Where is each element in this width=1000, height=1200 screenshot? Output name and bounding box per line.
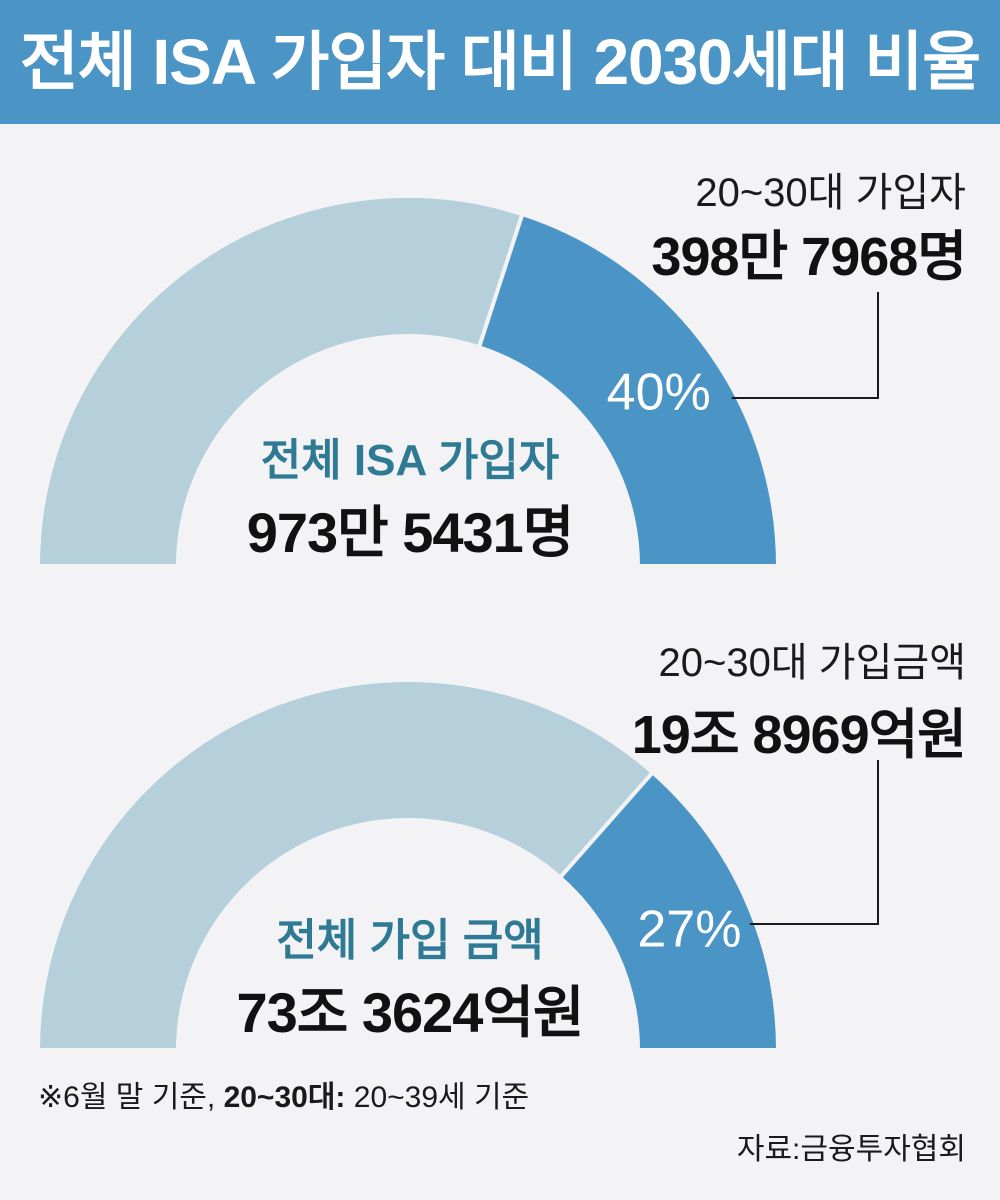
gauge-segment-2030 <box>476 211 781 568</box>
percent-label: 40% <box>607 364 711 422</box>
footnote-prefix: ※6월 말 기준, <box>38 1081 224 1114</box>
footnote-bold: 20~30대: <box>223 1081 346 1114</box>
gauge-amount: 27% <box>35 678 879 1052</box>
center-value: 73조 3624억원 <box>236 981 585 1044</box>
center-value: 973만 5431명 <box>246 501 575 564</box>
callout-caption: 20~30대 가입금액 <box>658 641 966 685</box>
callout-caption: 20~30대 가입자 <box>695 171 966 215</box>
gauge-segment-others <box>35 194 525 568</box>
center-title: 전체 가입 금액 <box>276 916 544 965</box>
header-bar: 전체 ISA 가입자 대비 2030세대 비율 <box>0 0 1000 124</box>
gauge-segment-2030 <box>557 769 781 1052</box>
callout-leader-line <box>731 292 879 399</box>
footnote-suffix: 20~39세 기준 <box>345 1081 530 1114</box>
percent-label: 27% <box>637 901 741 959</box>
center-title: 전체 ISA 가입자 <box>260 436 560 485</box>
source-credit: 자료:금융투자협회 <box>736 1133 966 1166</box>
chart-title: 전체 ISA 가입자 대비 2030세대 비율 <box>19 26 981 98</box>
gauge-subscribers: 40% <box>35 194 879 568</box>
gauge-segment-others <box>35 678 656 1052</box>
callout-value: 398만 7968명 <box>651 227 967 287</box>
footnote: ※6월 말 기준, 20~30대: 20~39세 기준 <box>38 1072 529 1116</box>
callout-value: 19조 8969억원 <box>631 705 967 765</box>
gauge-charts: 40% 27% <box>35 194 879 1052</box>
callout-leader-line <box>749 760 879 925</box>
